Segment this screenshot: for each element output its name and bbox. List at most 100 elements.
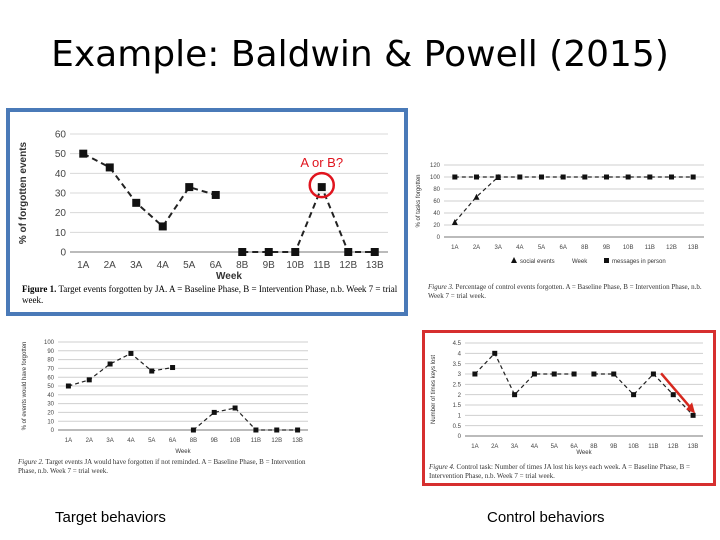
x-tick-label: 10B xyxy=(623,245,634,251)
x-tick-label: 3A xyxy=(494,245,501,251)
x-tick-label: 5A xyxy=(183,260,196,271)
y-tick-label: 50 xyxy=(55,149,67,160)
data-point xyxy=(625,174,631,180)
y-tick-label: 120 xyxy=(430,163,441,169)
x-tick-label: 11B xyxy=(648,444,658,450)
x-tick-label: 8B xyxy=(236,260,249,271)
series-line xyxy=(474,352,575,396)
data-point xyxy=(591,371,597,377)
data-point xyxy=(560,174,566,180)
figure-4-chart: 0 0.5 1 1.5 2 2.5 3 3.5 4 4.5 1A 2A 3A 4A 5A 6A 8B 9B 10B 1… xyxy=(431,341,703,456)
data-point xyxy=(128,350,134,356)
data-point xyxy=(690,174,696,180)
figure-2-caption: Figure 2. Target events JA would have fo… xyxy=(18,458,314,476)
x-tick-label: 5A xyxy=(538,245,545,251)
y-tick-label: 40 xyxy=(47,393,54,399)
x-tick-label: 4A xyxy=(157,260,170,271)
data-point xyxy=(232,405,238,411)
data-point xyxy=(211,190,220,199)
figure-4-caption-label: Figure 4. xyxy=(429,463,455,471)
data-point xyxy=(170,365,176,371)
x-tick-label: 9B xyxy=(610,444,617,450)
y-tick-label: 3 xyxy=(458,372,462,378)
data-point xyxy=(631,392,637,398)
figure-4-panel: 0 0.5 1 1.5 2 2.5 3 3.5 4 4.5 1A 2A 3A 4A 5A 6A 8B 9B 10B 1… xyxy=(422,330,716,486)
x-tick-label: 8B xyxy=(190,438,197,444)
x-tick-label: 10B xyxy=(628,444,639,450)
data-point xyxy=(65,383,71,389)
x-tick-label: 9B xyxy=(603,245,610,251)
legend-label: messages in person xyxy=(612,259,666,265)
data-point xyxy=(132,198,141,207)
series-line xyxy=(68,352,173,387)
y-tick-label: 4.5 xyxy=(453,341,462,347)
x-tick-label: 5A xyxy=(148,438,155,444)
series-line xyxy=(454,176,499,223)
x-tick-label: 11B xyxy=(251,438,261,444)
y-tick-label: 3.5 xyxy=(453,362,462,368)
y-tick-label: 80 xyxy=(433,187,440,193)
series-line xyxy=(82,152,217,228)
y-tick-label: 80 xyxy=(47,358,54,364)
data-point xyxy=(571,371,577,377)
data-point xyxy=(517,174,523,180)
y-axis-title: Number of times keys lost xyxy=(431,355,437,424)
y-tick-label: 50 xyxy=(47,384,54,390)
x-tick-label: 3A xyxy=(511,444,518,450)
data-point xyxy=(107,361,113,367)
y-tick-label: 90 xyxy=(47,349,54,355)
figure-1-caption-label: Figure 1. xyxy=(22,284,57,294)
figure-1-panel: 0 10 20 30 40 50 60 1A 2A 3A 4A 5A 6A 8B 9B 10B 11B 12B 13… xyxy=(6,108,408,316)
y-tick-label: 0 xyxy=(458,434,462,440)
highlight-circle xyxy=(308,171,335,199)
y-tick-label: 0 xyxy=(51,428,55,434)
y-tick-label: 0 xyxy=(437,235,441,241)
data-point xyxy=(253,427,259,433)
figure-3-caption-label: Figure 3. xyxy=(428,283,454,291)
y-tick-label: 0.5 xyxy=(453,424,462,430)
x-axis-title: Week xyxy=(216,271,242,282)
data-point xyxy=(690,412,696,418)
y-tick-label: 60 xyxy=(433,199,440,205)
y-axis-title: % of forgotten events xyxy=(18,141,29,244)
figure-2-caption-text: Target events JA would have forgotten if… xyxy=(18,458,306,475)
y-axis-title: % of tasks forgotten xyxy=(416,174,422,227)
y-tick-label: 100 xyxy=(430,175,441,181)
data-point xyxy=(370,248,379,256)
legend-label: social events xyxy=(520,259,555,265)
x-tick-label: 13B xyxy=(688,444,699,450)
legend-week-label: Week xyxy=(572,259,588,265)
annotation-label: A or B? xyxy=(300,155,343,170)
arrow-head xyxy=(686,402,696,414)
figure-4-caption: Figure 4. Control task: Number of times … xyxy=(429,463,711,481)
data-point xyxy=(291,248,300,256)
figure-1-caption: Figure 1. Target events forgotten by JA.… xyxy=(22,284,398,307)
x-tick-label: 5A xyxy=(551,444,558,450)
figure-1-caption-text: Target events forgotten by JA. A = Basel… xyxy=(22,284,398,306)
data-point xyxy=(274,427,280,433)
data-point xyxy=(86,377,92,383)
data-point xyxy=(295,427,301,433)
x-axis-title: Week xyxy=(576,450,592,456)
series-line xyxy=(242,184,375,253)
data-point xyxy=(190,427,196,433)
x-tick-label: 6A xyxy=(570,444,577,450)
data-point xyxy=(582,174,588,180)
y-tick-label: 4 xyxy=(458,351,462,357)
data-point xyxy=(495,174,501,180)
data-point xyxy=(317,183,326,192)
data-point xyxy=(492,350,498,356)
control-behaviors-label: Control behaviors xyxy=(487,509,605,526)
x-tick-label: 9B xyxy=(211,438,218,444)
x-tick-label: 12B xyxy=(271,438,282,444)
x-tick-label: 4A xyxy=(531,444,538,450)
y-tick-label: 20 xyxy=(47,411,54,417)
y-tick-label: 1 xyxy=(458,413,462,419)
x-tick-label: 13B xyxy=(366,260,384,271)
data-point xyxy=(344,248,353,256)
data-point xyxy=(185,183,194,192)
x-tick-label: 10B xyxy=(286,260,304,271)
data-point xyxy=(238,248,247,256)
figure-1-chart: 0 10 20 30 40 50 60 1A 2A 3A 4A 5A 6A 8B 9B 10B 11B 12B 13… xyxy=(18,130,388,282)
x-tick-label: 11B xyxy=(313,260,330,271)
